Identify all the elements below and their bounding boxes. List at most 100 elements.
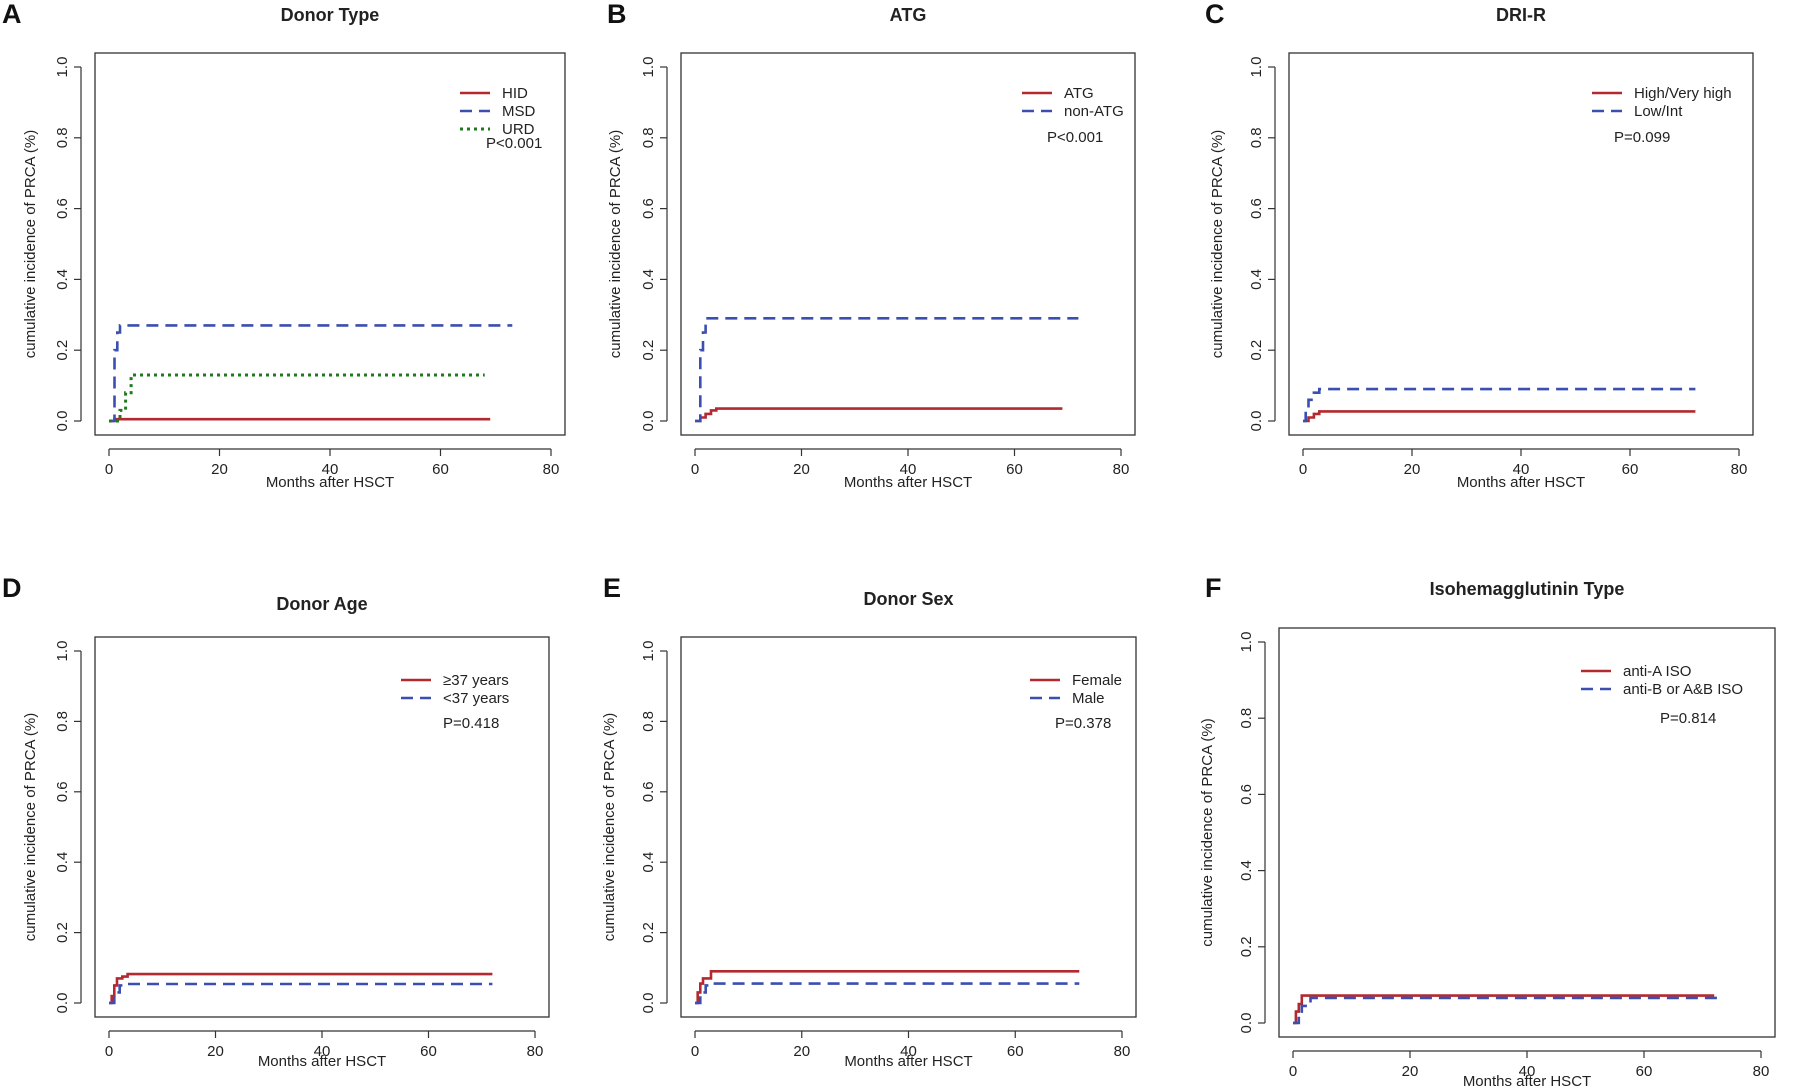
x-tick-label: 0	[1299, 461, 1307, 478]
panel-letter: D	[2, 573, 22, 603]
x-axis-title: Months after HSCT	[1463, 1073, 1591, 1090]
panel-e: E Donor Sex 0 20 40 60 80 Months after HSCT 0.0 0…	[601, 573, 1137, 1070]
panel-f: F Isohemagglutinin Type 0 20 40 60 80 Months af…	[1199, 573, 1776, 1090]
legend-label: Low/Int	[1634, 103, 1683, 120]
plot-frame	[1278, 627, 1776, 1038]
y-tick-label: 0.2	[1238, 936, 1255, 957]
y-tick-label: 0.6	[54, 781, 71, 802]
x-tick-label: 40	[314, 1043, 331, 1060]
series-line-msd	[109, 324, 513, 423]
panel-c: C DRI-R 0 20 40 60 80 Months after HSCT 0.0 0.2 0.…	[1205, 0, 1754, 491]
legend-label: Male	[1072, 690, 1105, 707]
legend-label: anti-B or A&B ISO	[1623, 681, 1743, 698]
plot-frame	[680, 52, 1136, 436]
y-tick-label: 1.0	[54, 57, 71, 78]
plot-frame	[1288, 52, 1754, 436]
y-tick-label: 1.0	[1238, 632, 1255, 653]
y-tick-label: 0.4	[1238, 860, 1255, 881]
x-tick-label: 60	[420, 1043, 437, 1060]
x-tick-label: 20	[207, 1043, 224, 1060]
x-tick-label: 60	[1622, 461, 1639, 478]
x-tick-label: 80	[1114, 1043, 1131, 1060]
legend-label: ≥37 years	[443, 672, 509, 689]
legend-label: anti-A ISO	[1623, 663, 1691, 680]
y-tick-label: 0.2	[640, 340, 657, 361]
x-tick-label: 80	[543, 461, 560, 478]
series-line-high-very-high	[1303, 410, 1696, 423]
x-tick-label: 0	[691, 461, 699, 478]
x-axis-title: Months after HSCT	[1457, 474, 1585, 491]
y-tick-label: 1.0	[640, 57, 657, 78]
x-axis-title: Months after HSCT	[844, 474, 972, 491]
x-tick-label: 60	[1636, 1063, 1653, 1080]
y-tick-label: 0.6	[640, 781, 657, 802]
x-tick-label: 0	[105, 461, 113, 478]
panel-letter: C	[1205, 0, 1225, 29]
series-line-non-atg	[695, 316, 1079, 423]
y-axis-title: cumulative incidence of PRCA (%)	[1209, 130, 1226, 358]
y-axis-title: cumulative incidence of PRCA (%)	[22, 713, 39, 941]
x-tick-label: 40	[322, 461, 339, 478]
series-line-atg	[695, 407, 1063, 423]
legend-label: HID	[502, 85, 528, 102]
y-tick-label: 0.0	[640, 411, 657, 432]
series-line--37-years	[109, 972, 493, 1005]
x-axis-title: Months after HSCT	[266, 474, 394, 491]
legend-label: URD	[502, 121, 535, 138]
y-tick-label: 0.8	[54, 711, 71, 732]
y-tick-label: 0.2	[54, 340, 71, 361]
x-tick-label: 60	[432, 461, 449, 478]
y-axis-title: cumulative incidence of PRCA (%)	[607, 130, 624, 358]
panel-title: Donor Sex	[863, 589, 953, 609]
x-tick-label: 40	[1513, 461, 1530, 478]
legend-label: Female	[1072, 672, 1122, 689]
y-tick-label: 0.0	[1248, 411, 1265, 432]
panel-title: DRI-R	[1496, 5, 1546, 25]
x-tick-label: 60	[1007, 1043, 1024, 1060]
panel-letter: B	[607, 0, 627, 29]
y-tick-label: 0.0	[54, 993, 71, 1014]
p-value: P=0.814	[1660, 710, 1716, 727]
series-line-hid	[109, 417, 491, 423]
series-line-anti-a-iso	[1293, 994, 1715, 1025]
y-tick-label: 0.8	[1248, 127, 1265, 148]
y-tick-label: 0.8	[640, 711, 657, 732]
y-tick-label: 0.6	[54, 198, 71, 219]
y-tick-label: 0.0	[1238, 1013, 1255, 1034]
y-tick-label: 1.0	[640, 641, 657, 662]
y-tick-label: 0.0	[640, 993, 657, 1014]
panel-letter: E	[603, 573, 621, 603]
x-tick-label: 60	[1006, 461, 1023, 478]
y-axis-title: cumulative incidence of PRCA (%)	[601, 713, 618, 941]
x-tick-label: 80	[1753, 1063, 1770, 1080]
y-tick-label: 0.2	[640, 922, 657, 943]
x-tick-label: 80	[527, 1043, 544, 1060]
panel-letter: A	[2, 0, 22, 29]
plot-frame	[94, 52, 566, 436]
series-line-male	[695, 982, 1080, 1005]
y-tick-label: 0.6	[1248, 198, 1265, 219]
series-line-anti-b-or-a-b-iso	[1293, 996, 1720, 1025]
series-line-urd	[109, 373, 485, 423]
panel-title: ATG	[890, 5, 927, 25]
legend-label: MSD	[502, 103, 536, 120]
y-axis-title: cumulative incidence of PRCA (%)	[1199, 718, 1216, 946]
y-tick-label: 0.8	[640, 127, 657, 148]
p-value: P<0.001	[1047, 129, 1103, 146]
y-tick-label: 0.2	[1248, 340, 1265, 361]
x-tick-label: 0	[105, 1043, 113, 1060]
x-tick-label: 40	[1519, 1063, 1536, 1080]
panel-title: Isohemagglutinin Type	[1430, 579, 1625, 599]
x-tick-label: 20	[1402, 1063, 1419, 1080]
p-value: P=0.378	[1055, 715, 1111, 732]
x-axis-title: Months after HSCT	[844, 1053, 972, 1070]
y-tick-label: 0.0	[54, 411, 71, 432]
x-tick-label: 20	[211, 461, 228, 478]
y-tick-label: 0.2	[54, 922, 71, 943]
series-line--37-years	[109, 982, 493, 1005]
legend-label: <37 years	[443, 690, 509, 707]
p-value: P<0.001	[486, 135, 542, 152]
x-tick-label: 20	[793, 461, 810, 478]
panel-title: Donor Age	[276, 594, 367, 614]
